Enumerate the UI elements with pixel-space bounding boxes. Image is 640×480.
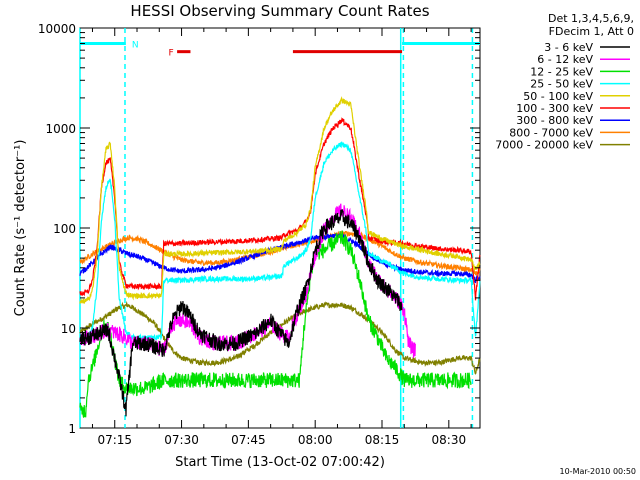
x-tick-label-3: 07:45 xyxy=(231,433,266,447)
x-tick-label-4: 08:00 xyxy=(298,433,333,447)
x-tick-label-5: 08:15 xyxy=(365,433,400,447)
y-tick-label-4: 1000 xyxy=(45,122,76,136)
series-line-4 xyxy=(79,141,481,345)
footer-date: 10-Mar-2010 00:50 xyxy=(560,467,637,476)
legend-header-line-2: FDecim 1, Att 0 xyxy=(549,25,634,38)
legend-label-9: 7000 - 20000 keV xyxy=(495,139,593,152)
series-line-3 xyxy=(79,230,472,418)
y-axis-label: Count Rate (s⁻¹ detector⁻¹) xyxy=(13,140,28,317)
y-tick-label-5: 10000 xyxy=(38,22,76,36)
flag-label-F: F xyxy=(168,49,173,59)
legend-label-7: 300 - 800 keV xyxy=(516,114,593,127)
x-tick-label-1: 07:15 xyxy=(97,433,132,447)
flag-label-N: N xyxy=(132,40,139,50)
legend: Det 1,3,4,5,6,9, FDecim 1, Att 0 3 - 6 k… xyxy=(495,12,634,152)
y-tick-label-1: 1 xyxy=(68,422,76,436)
legend-header-line-1: Det 1,3,4,5,6,9, xyxy=(548,12,634,25)
legend-label-4: 25 - 50 keV xyxy=(530,78,593,91)
plot-area: NF xyxy=(79,28,481,428)
legend-label-6: 100 - 300 keV xyxy=(516,102,593,115)
y-tick-label-2: 10 xyxy=(61,322,76,336)
axes: 07:15 07:30 07:45 08:00 08:15 08:30 1 10 100 1000… xyxy=(38,22,480,447)
y-tick-label-3: 100 xyxy=(53,222,76,236)
plot-frame xyxy=(79,27,481,429)
x-tick-label-6: 08:30 xyxy=(432,433,467,447)
legend-label-2: 6 - 12 keV xyxy=(537,53,593,66)
x-tick-label-2: 07:30 xyxy=(164,433,199,447)
series-line-5 xyxy=(79,96,481,304)
legend-label-3: 12 - 25 keV xyxy=(530,65,593,78)
series-line-1 xyxy=(79,209,403,417)
series-line-7 xyxy=(79,233,481,284)
x-axis-label: Start Time (13-Oct-02 07:00:42) xyxy=(175,455,385,470)
legend-label-5: 50 - 100 keV xyxy=(523,90,593,103)
legend-label-1: 3 - 6 keV xyxy=(544,41,593,54)
chart-title: HESSI Observing Summary Count Rates xyxy=(130,2,429,20)
legend-label-8: 800 - 7000 keV xyxy=(509,126,593,139)
